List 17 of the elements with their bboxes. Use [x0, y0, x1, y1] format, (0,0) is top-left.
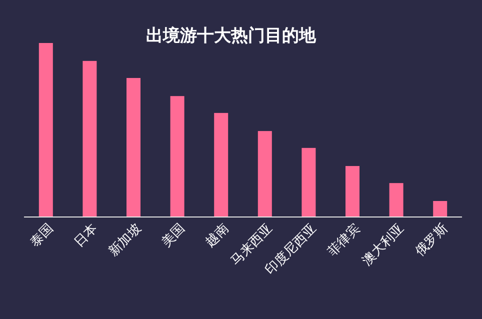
x-tick-label: 泰国	[28, 221, 57, 250]
bar	[38, 43, 53, 217]
bar	[126, 78, 140, 217]
x-tick-label: 新加坡	[106, 221, 144, 260]
bar	[214, 112, 228, 217]
bar	[170, 96, 184, 217]
bar	[82, 60, 97, 217]
x-tick-label: 美国	[158, 220, 188, 250]
bar	[258, 131, 272, 217]
x-tick-label: 俄罗斯	[412, 221, 451, 260]
bar	[433, 200, 448, 217]
x-tick-label: 越南	[202, 221, 232, 250]
x-tick-label: 日本	[72, 221, 101, 250]
chart-title: 出境游十大热门目的地	[146, 26, 317, 46]
bar	[302, 148, 316, 217]
bar	[389, 183, 404, 217]
bar	[346, 166, 360, 217]
